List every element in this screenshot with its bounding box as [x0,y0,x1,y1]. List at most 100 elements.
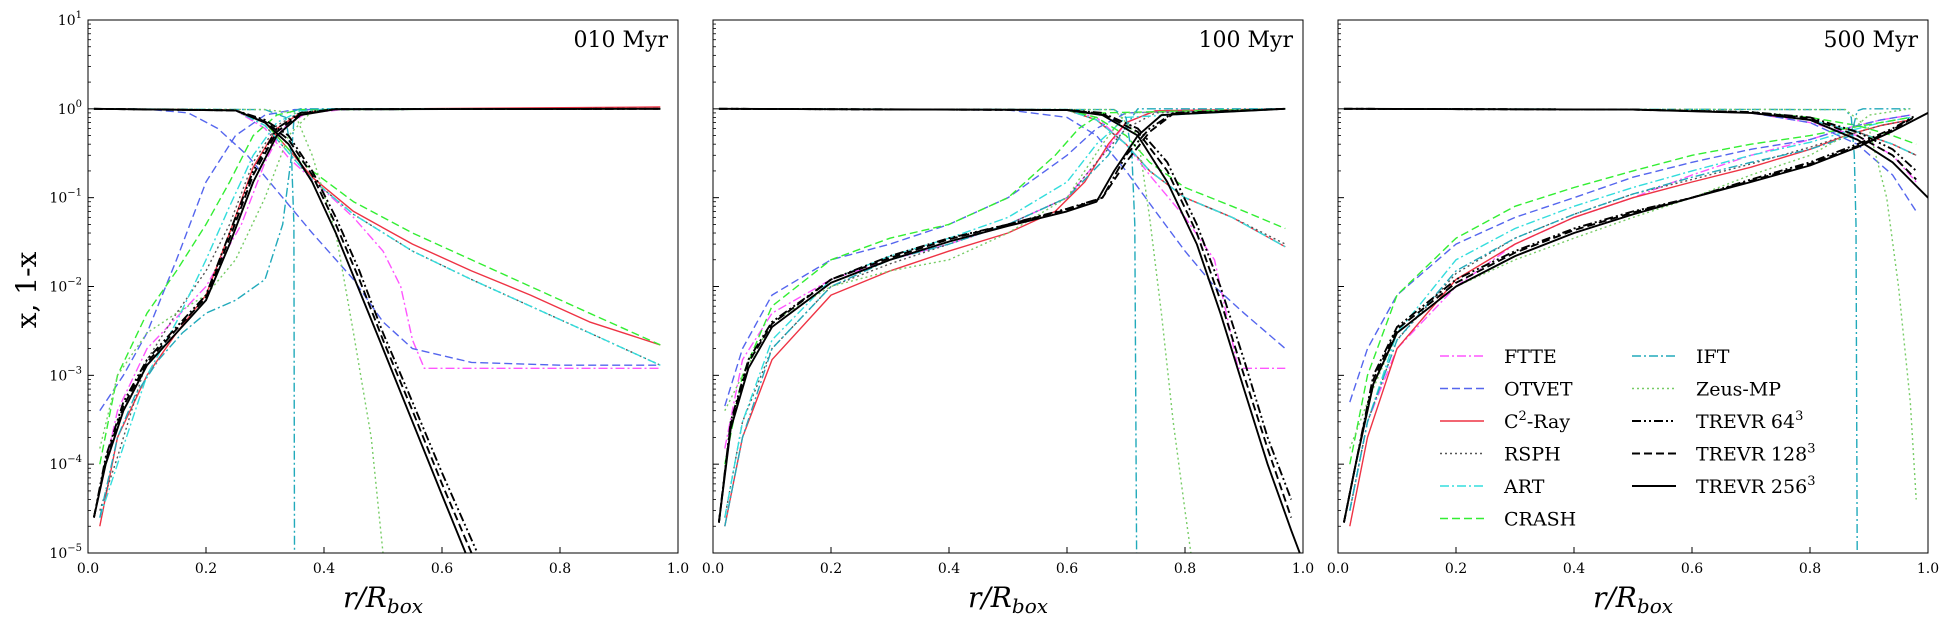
panel-2: 0.0 0.2 0.4 0.6 0.8 1.0 r/Rbox 100 Myr [702,19,1314,618]
x-tick-label: 0.6 [1056,561,1078,577]
legend-label: TREVR 1283 [1696,442,1815,466]
legend-item-c2-ray: C2-Ray [1440,409,1570,433]
series-ift-ionized [724,108,1286,527]
legend-item-trevr-1283: TREVR 1283 [1632,442,1815,466]
series-ift-ionized [99,108,661,518]
legend-label: FTTE [1504,346,1557,368]
series-trevr-64-3-ionized [717,107,1286,523]
x-tick-label: 0.2 [820,561,842,577]
x-tick-label: 0.6 [431,561,453,577]
series-otvet-ionized [1349,114,1911,403]
x-axis-label: r/Rbox [1593,581,1673,618]
series-ift-neutral [718,108,1138,553]
legend-label: TREVR 643 [1696,409,1803,433]
series-group [1342,107,1928,553]
x-tick-label: 0.8 [1174,561,1196,577]
panel-title: 500 Myr [1824,28,1919,53]
series-art-ionized [99,108,661,518]
x-axis-label: r/Rbox [968,581,1048,618]
series-zeus-mp-ionized [1349,108,1911,449]
legend-item-zeus-mp: Zeus-MP [1632,379,1781,401]
legend-label: C2-Ray [1504,409,1570,433]
series-ftte-ionized [724,108,1286,449]
series-rsph-ionized [1349,119,1911,511]
x-tick-label: 0.2 [195,561,217,577]
series-rsph-neutral [93,108,661,366]
plot-frame [712,19,1304,554]
series-trevr-128-3-ionized [717,107,1286,523]
series-zeus-mp-neutral [1343,108,1917,500]
series-trevr-128-3-neutral [718,107,1293,518]
x-tick-label: 0.4 [938,561,960,577]
series-trevr-64-3-neutral [93,107,479,553]
series-c2-ray-ionized [724,108,1286,527]
series-group [717,107,1301,553]
series-trevr-256-3-ionized [92,107,661,518]
series-trevr-128-3-ionized [1342,115,1917,523]
x-tick-label: 1.0 [667,561,689,577]
x-axis-label: r/Rbox [343,581,423,618]
legend-label: Zeus-MP [1696,379,1781,401]
x-tick-label: 0.6 [1681,561,1703,577]
y-tick-label: 10−4 [49,454,82,473]
x-tick-label: 0.8 [549,561,571,577]
legend-label: RSPH [1504,444,1561,466]
panel-3: 0.0 0.2 0.4 0.6 0.8 1.0 r/Rbox 500 Myr [1327,19,1939,618]
series-trevr-256-3-ionized [1342,112,1928,523]
legend-label: IFT [1696,346,1730,368]
series-group [92,106,661,553]
y-tick-label: 10−5 [49,543,82,562]
legend-item-trevr-643: TREVR 643 [1632,409,1803,433]
series-trevr-128-3-ionized [92,107,661,518]
series-crash-neutral [93,108,661,346]
series-otvet-neutral [718,108,1286,350]
legend-item-art: ART [1440,476,1545,498]
series-crash-neutral [1343,108,1917,145]
series-trevr-256-3-ionized [717,107,1286,523]
series-trevr-256-3-neutral [1343,107,1928,199]
series-rsph-ionized [99,108,661,511]
series-trevr-64-3-ionized [1342,114,1917,523]
series-crash-ionized [724,108,1286,465]
plot-frame [87,19,679,554]
plot-frame [1337,19,1929,554]
series-rsph-ionized [724,108,1286,518]
y-tick-label: 101 [58,10,82,29]
series-crash-ionized [99,108,661,465]
series-art-ionized [1349,116,1911,511]
x-tick-label: 0.2 [1445,561,1467,577]
y-tick-label: 10−2 [49,277,82,296]
series-trevr-64-3-neutral [718,107,1293,500]
legend-label: OTVET [1504,379,1573,401]
series-trevr-256-3-neutral [93,107,467,553]
y-tick-label: 10−3 [49,365,82,384]
panel-1: 10−5 10−4 10−3 10−2 10−1 100 101 0.0 0.2 0.4 0.6 0.… [49,10,689,618]
legend-label: TREVR 2563 [1696,474,1815,498]
series-ift-neutral [1343,108,1858,553]
legend-item-otvet: OTVET [1440,379,1573,401]
legend: FTTE OTVET C2-Ray RSPH ART CRASH IFT Zeus-MP TRE… [1440,346,1815,531]
series-otvet-neutral [93,108,661,366]
series-trevr-256-3-neutral [718,107,1301,553]
series-trevr-64-3-ionized [92,107,661,518]
y-tick-label: 100 [58,99,82,118]
legend-label: ART [1503,476,1545,498]
x-tick-label: 0.4 [1563,561,1585,577]
legend-item-crash: CRASH [1440,509,1576,531]
legend-item-trevr-2563: TREVR 2563 [1632,474,1815,498]
x-tick-label: 0.0 [77,561,99,577]
series-c2-ray-ionized [1349,119,1911,527]
panel-title: 010 Myr [574,28,669,53]
x-tick-label: 1.0 [1292,561,1314,577]
panel-title: 100 Myr [1199,28,1294,53]
y-axis-label: x, 1-x [10,251,43,328]
legend-item-ift: IFT [1632,346,1730,368]
legend-label: CRASH [1504,509,1576,531]
x-tick-label: 0.0 [1327,561,1349,577]
x-tick-label: 1.0 [1917,561,1939,577]
series-ftte-ionized [93,108,661,518]
series-zeus-mp-neutral [718,108,1192,553]
x-tick-label: 0.8 [1799,561,1821,577]
series-zeus-mp-ionized [99,108,661,449]
